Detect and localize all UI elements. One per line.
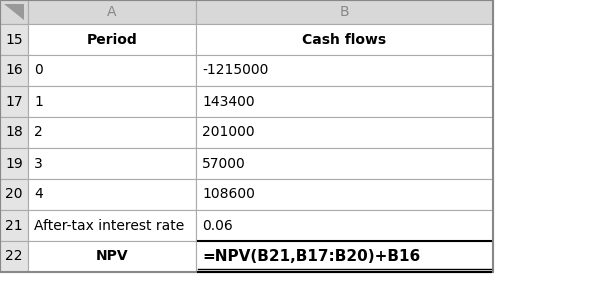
Bar [28,24,196,55]
Text: 2: 2 [34,126,43,140]
Bar [0,210,28,241]
Text: 17: 17 [5,95,23,109]
Bar [0,55,28,86]
Text: After-tax interest rate: After-tax interest rate [34,219,184,233]
Bar [0,0,28,24]
Bar [196,241,493,272]
Text: =NPV(B21,B17:B20)+B16: =NPV(B21,B17:B20)+B16 [202,249,420,264]
Text: 143400: 143400 [202,95,254,109]
Text: 4: 4 [34,188,43,202]
Bar [28,0,196,24]
Text: NPV: NPV [95,250,128,264]
Polygon shape [4,4,24,20]
Bar [28,86,196,117]
Bar [28,210,196,241]
Bar [196,0,493,24]
Bar [196,55,493,86]
Bar [196,24,493,55]
Text: Cash flows: Cash flows [302,33,387,47]
Text: 0.06: 0.06 [202,219,232,233]
Text: B: B [340,5,349,19]
Text: 57000: 57000 [202,157,246,171]
Bar [0,241,28,272]
Bar [28,117,196,148]
Text: 21: 21 [5,219,23,233]
Text: 22: 22 [5,250,23,264]
Bar [0,0,493,272]
Text: 201000: 201000 [202,126,254,140]
Text: 16: 16 [5,64,23,78]
Text: 20: 20 [5,188,23,202]
Bar [196,179,493,210]
Text: 18: 18 [5,126,23,140]
Text: A: A [107,5,117,19]
Text: 0: 0 [34,64,43,78]
Bar [0,148,28,179]
Text: 19: 19 [5,157,23,171]
Text: 1: 1 [34,95,43,109]
Bar [28,241,196,272]
Text: 3: 3 [34,157,43,171]
Bar [196,210,493,241]
Text: 108600: 108600 [202,188,255,202]
Text: 15: 15 [5,33,23,47]
Bar [28,148,196,179]
Bar [28,179,196,210]
Bar [28,55,196,86]
Bar [0,179,28,210]
Bar [196,86,493,117]
Bar [0,86,28,117]
Bar [196,148,493,179]
Text: -1215000: -1215000 [202,64,269,78]
Text: Period: Period [87,33,138,47]
Bar [0,24,28,55]
Bar [0,117,28,148]
Bar [196,117,493,148]
